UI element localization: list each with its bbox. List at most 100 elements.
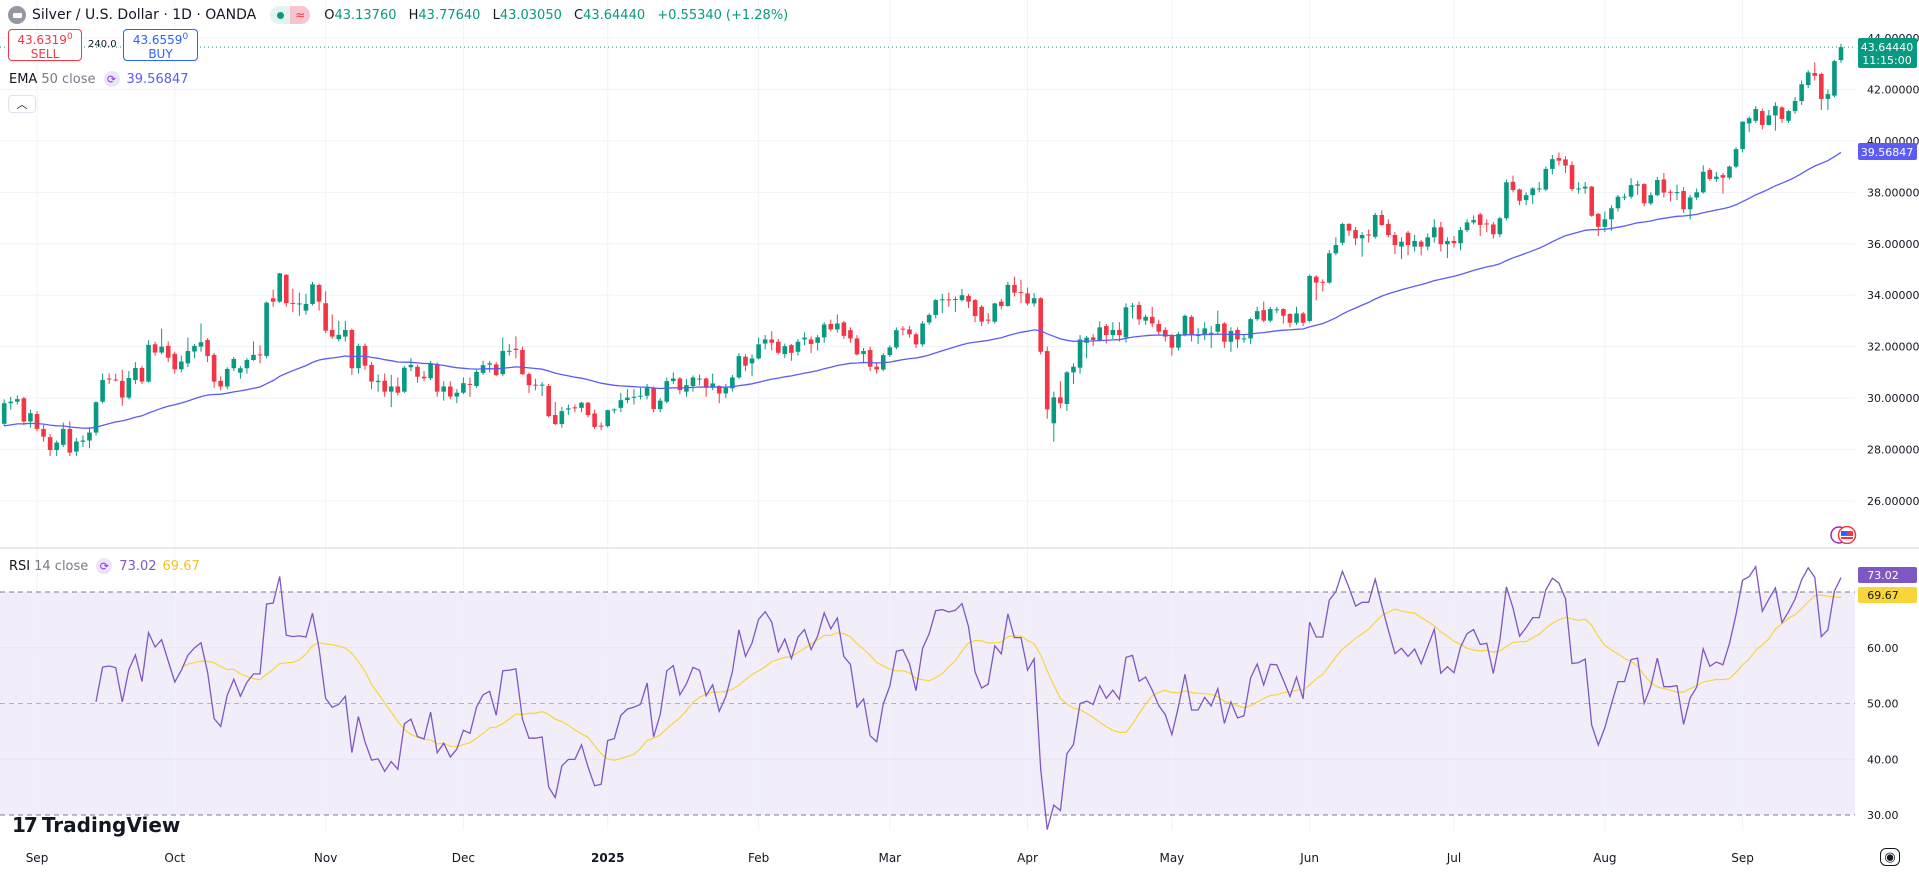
sell-button[interactable]: 43.63190 SELL (8, 29, 82, 61)
rsi-legend[interactable]: RSI 14 close ⟳ 73.02 69.67 (9, 558, 200, 574)
candle (913, 332, 919, 348)
candle-body (41, 428, 46, 437)
candle (126, 371, 132, 400)
candle (1346, 223, 1352, 237)
buy-button[interactable]: 43.65590 BUY (123, 29, 198, 61)
candle-body (657, 400, 663, 410)
candle-body (677, 378, 683, 391)
tradingview-logo[interactable]: 17 TradingView (12, 813, 180, 837)
candle-body (1313, 276, 1319, 283)
market-open-icon[interactable] (270, 6, 291, 24)
candle (1261, 301, 1267, 323)
refresh-icon[interactable]: ⟳ (96, 558, 113, 574)
low-value: 43.03050 (499, 7, 562, 23)
candle-body (723, 387, 729, 394)
data-delay-icon[interactable]: ≈ (290, 6, 311, 24)
candle-body (1477, 214, 1483, 225)
candle-body (1497, 218, 1503, 235)
candle (336, 320, 342, 342)
candle (290, 288, 296, 312)
candle-body (54, 442, 59, 451)
candle (631, 389, 637, 405)
candle (539, 382, 545, 397)
candle (1556, 152, 1562, 166)
candle-body (1458, 230, 1463, 244)
candle-body (15, 399, 20, 402)
candle-body (933, 300, 939, 316)
candle (677, 376, 683, 395)
collapse-legend-button[interactable]: ︿ (8, 95, 36, 113)
candle-body (1241, 338, 1247, 340)
candle-body (1504, 182, 1509, 219)
candle-body (959, 295, 965, 301)
candle-body (434, 363, 440, 392)
candle (1359, 232, 1365, 257)
candle (297, 292, 302, 316)
candle-body (1176, 334, 1181, 348)
candle-body (1615, 196, 1621, 209)
candle-body (789, 345, 794, 353)
candle (395, 377, 401, 396)
candle (546, 383, 551, 418)
candle-body (1766, 115, 1772, 125)
logo-text: TradingView (41, 813, 181, 837)
candle (1294, 306, 1299, 325)
candle (461, 377, 466, 395)
symbol-title[interactable]: Silver / U.S. Dollar · 1D · OANDA (32, 7, 257, 23)
status-pills[interactable]: ≈ (270, 6, 311, 24)
candle (1281, 308, 1286, 324)
candle-body (1405, 232, 1411, 246)
candle (1117, 322, 1122, 342)
candle (618, 392, 624, 413)
candle-body (625, 397, 630, 401)
ema-tag-value: 39.56847 (1861, 146, 1914, 159)
candle-body (1163, 329, 1168, 337)
candle-body (1746, 118, 1752, 124)
candle (1307, 274, 1312, 323)
candle-body (979, 306, 984, 322)
silver-symbol-icon (8, 6, 26, 24)
candle-body (218, 380, 223, 387)
candle (657, 398, 663, 413)
candle-body (1832, 61, 1837, 96)
candle-body (316, 284, 322, 302)
chart-settings-icon[interactable]: ◉ (1880, 848, 1900, 866)
candle-body (1727, 166, 1732, 178)
candle (218, 376, 223, 391)
buy-price: 43.6559 (132, 32, 183, 47)
candle-body (310, 284, 315, 304)
candle-body (762, 339, 768, 344)
candle-body (1510, 181, 1516, 191)
us-flag-event-icon[interactable] (1830, 526, 1857, 544)
candle-body (946, 299, 952, 301)
candle (251, 341, 256, 361)
candle (100, 373, 105, 404)
candle (349, 328, 355, 375)
candle-body (67, 428, 73, 453)
refresh-icon[interactable]: ⟳ (103, 71, 120, 87)
candle (966, 293, 971, 309)
candle-body (1103, 326, 1109, 336)
candle-body (1530, 188, 1535, 196)
candle (1379, 210, 1385, 226)
candle (821, 322, 827, 343)
candle-body (47, 437, 53, 451)
candle (87, 427, 92, 449)
candle-body (1215, 324, 1221, 332)
rsi-ma-tag (1858, 587, 1917, 603)
candle-body (782, 346, 788, 355)
candle (638, 387, 643, 400)
candle (749, 354, 755, 377)
candle-body (1471, 220, 1476, 223)
candle (992, 302, 998, 324)
candle-body (920, 323, 925, 345)
candle (257, 345, 263, 364)
ema-legend[interactable]: EMA 50 close ⟳ 39.56847 (9, 71, 189, 87)
candle-body (283, 274, 289, 304)
candle-body (1084, 337, 1089, 343)
rsi-tag (1858, 567, 1917, 583)
candle (343, 320, 348, 342)
candle (1038, 297, 1043, 355)
candle (1615, 194, 1621, 212)
